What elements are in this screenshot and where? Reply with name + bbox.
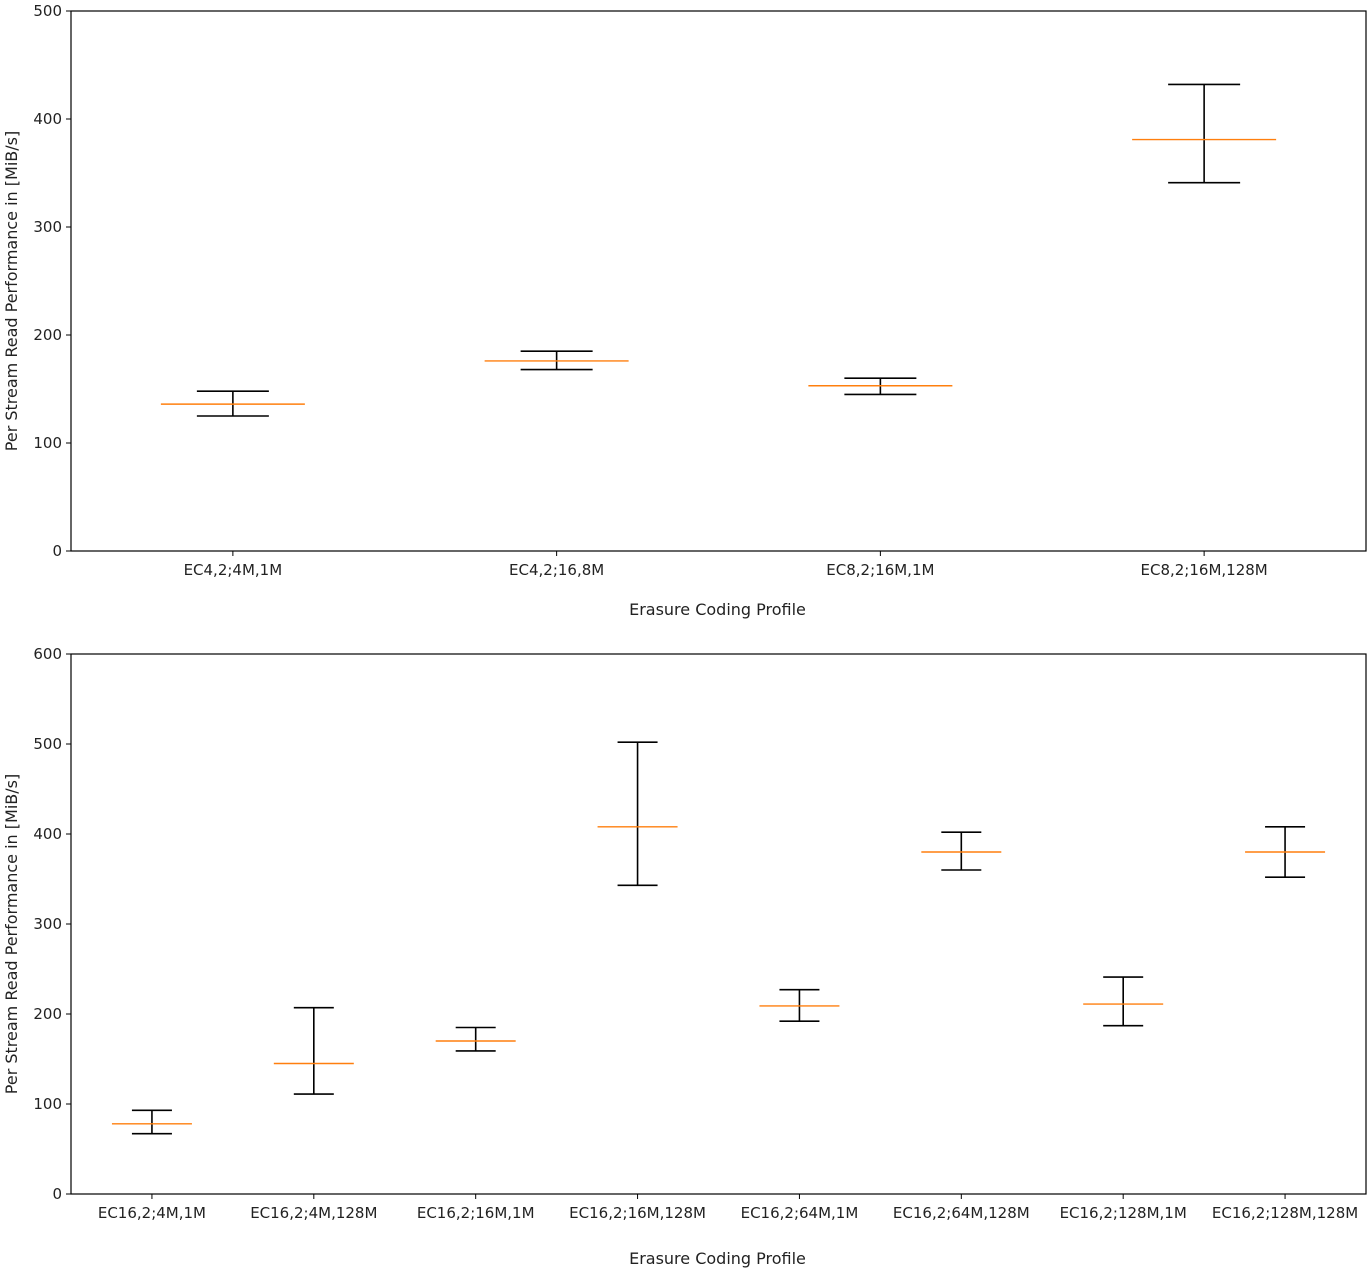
plot-area-frame [70,10,1367,552]
errorbar-5 [759,988,840,1023]
x-axis-label: Erasure Coding Profile [629,1249,806,1268]
errorbar-1 [160,390,305,417]
x-tick-label: EC8,2;16M,1M [826,561,934,579]
errorbar-7 [1083,976,1164,1027]
y-tick-label: 100 [33,1095,62,1113]
errorbar-3 [435,1026,516,1052]
x-tick-label: EC4,2;16,8M [509,561,604,579]
x-tick-label: EC16,2;64M,128M [893,1204,1030,1222]
errorbar-8 [1245,825,1326,879]
errorbar-3 [808,377,953,396]
y-tick-label: 400 [33,825,62,843]
y-axis-label: Per Stream Read Performance in [MiB/s] [2,131,21,451]
chart-panel-1: 0 100 200 300 400 500 EC4,2;4M,1M EC4,2;16,8M EC… [2,2,1367,619]
errorbar-1 [111,1109,192,1135]
errorbar-2 [273,1006,354,1095]
x-tick-label: EC16,2;128M,128M [1212,1204,1358,1222]
x-tick-label: EC16,2;4M,1M [98,1204,206,1222]
y-tick-label: 300 [33,915,62,933]
x-tick-label: EC4,2;4M,1M [184,561,283,579]
errorbar-6 [921,831,1002,871]
y-tick-label: 200 [33,326,62,344]
x-tick-label: EC16,2;64M,1M [741,1204,859,1222]
errorbar-4 [1132,83,1277,184]
x-tick-label: EC16,2;16M,1M [417,1204,535,1222]
y-tick-label: 200 [33,1005,62,1023]
x-tick-label: EC8,2;16M,128M [1141,561,1268,579]
y-axis-label: Per Stream Read Performance in [MiB/s] [2,774,21,1094]
y-tick-label: 600 [33,645,62,663]
x-axis-label: Erasure Coding Profile [629,600,806,619]
errorbar-2 [484,350,629,371]
y-tick-label: 300 [33,218,62,236]
x-tick-label: EC16,2;16M,128M [569,1204,706,1222]
chart-panel-2: 0 100 200 300 400 500 600 EC16,2;4M,1M EC16,2;4M… [2,645,1367,1268]
y-tick-label: 400 [33,110,62,128]
errorbar-4 [597,741,678,887]
x-tick-label: EC16,2;128M,1M [1060,1204,1187,1222]
y-tick-label: 0 [52,542,62,560]
y-tick-label: 0 [52,1185,62,1203]
x-tick-label: EC16,2;4M,128M [250,1204,377,1222]
y-tick-label: 500 [33,2,62,20]
y-tick-label: 500 [33,735,62,753]
y-tick-label: 100 [33,434,62,452]
